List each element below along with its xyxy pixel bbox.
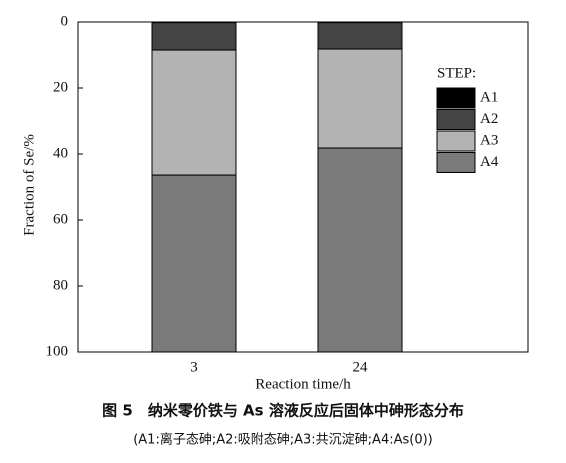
bar-segment: [317, 147, 403, 353]
bar-segment: [317, 48, 403, 149]
y-tick-label: 0: [61, 13, 69, 29]
y-axis-label: Fraction of Se/%: [21, 134, 37, 236]
x-axis-label: Reaction time/h: [255, 376, 351, 392]
y-tick-label: 80: [53, 277, 68, 293]
bar-segment: [151, 22, 237, 51]
legend-swatch: [436, 130, 476, 152]
bar-segment: [317, 22, 403, 50]
caption-title: 图 5 纳米零价铁与 As 溶液反应后固体中砷形态分布: [102, 402, 464, 420]
legend-label: A4: [480, 154, 499, 170]
legend-swatch: [436, 87, 476, 109]
caption-note: (A1:离子态砷;A2:吸附态砷;A3:共沉淀砷;A4:As(0)): [133, 432, 433, 448]
y-tick-label: 60: [53, 211, 68, 227]
legend-swatch: [436, 109, 476, 130]
legend-label: A1: [480, 89, 498, 105]
plot-frame: [77, 21, 529, 353]
bar-segment: [151, 174, 237, 353]
legend-swatch: [436, 152, 476, 173]
bar-segment: [151, 49, 237, 176]
legend-label: A2: [480, 111, 498, 127]
x-tick-label: 3: [190, 359, 198, 375]
y-tick-label: 40: [53, 145, 68, 161]
x-tick-label: 24: [353, 359, 369, 375]
legend-title: STEP:: [437, 65, 476, 81]
y-tick-label: 20: [53, 79, 68, 95]
legend-label: A3: [480, 132, 498, 148]
y-tick-label: 100: [46, 343, 69, 359]
